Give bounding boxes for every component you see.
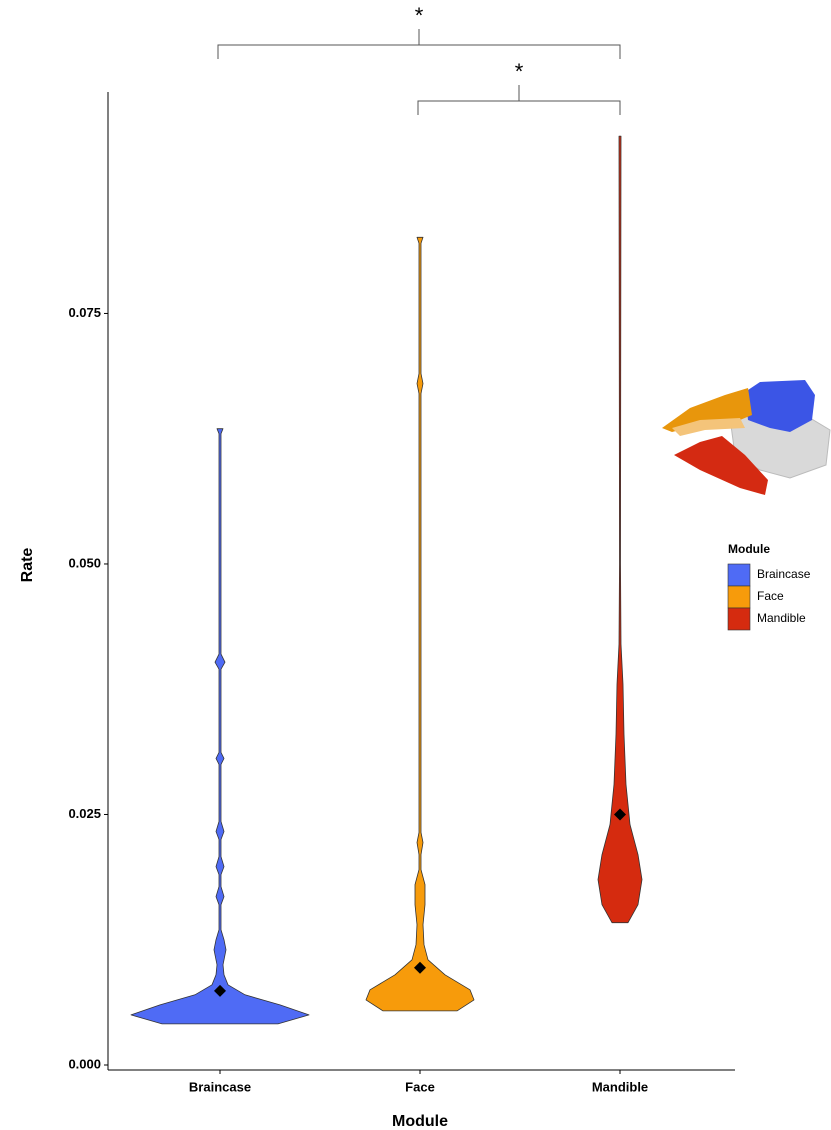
legend-label: Mandible [757,611,806,625]
legend-label: Braincase [757,567,811,581]
y-tick-label: 0.025 [68,806,101,821]
legend-title: Module [728,542,770,556]
violin [130,428,310,1025]
significance-label: * [515,59,524,84]
legend-swatch [727,607,751,631]
y-axis-title: Rate [19,548,36,583]
violin [597,135,643,924]
legend-swatch [727,585,751,609]
legend-swatch [727,563,751,587]
significance-bracket [417,85,621,115]
x-tick-label: Face [405,1079,435,1094]
violin [365,236,475,1012]
x-tick-label: Mandible [592,1079,648,1094]
x-axis-title: Module [392,1113,448,1130]
significance-bracket [217,29,621,59]
mean-marker [414,961,426,974]
skull-illustration [662,380,831,495]
mean-marker [214,984,226,997]
y-tick-label: 0.000 [68,1056,101,1071]
x-tick-label: Braincase [189,1079,251,1094]
legend-label: Face [757,589,784,603]
significance-label: * [415,3,424,28]
y-tick-label: 0.050 [68,555,101,570]
mean-marker [614,808,626,821]
y-tick-label: 0.075 [68,305,101,320]
